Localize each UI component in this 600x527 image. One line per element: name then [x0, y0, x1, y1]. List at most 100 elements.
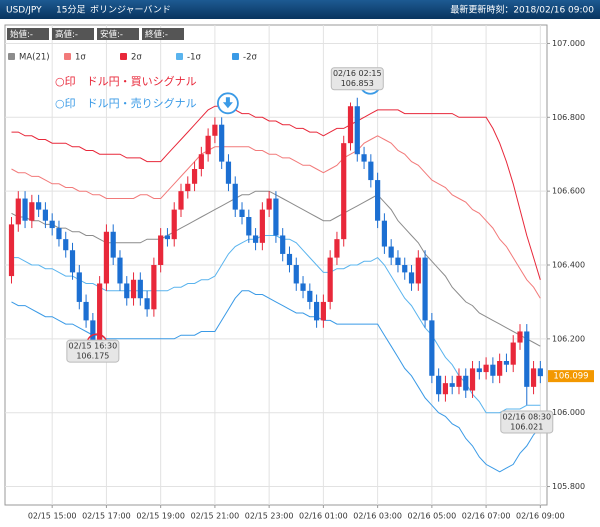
- y-tick-label: 106.800: [552, 113, 585, 122]
- candle-body: [22, 198, 28, 221]
- y-tick-label: 106.200: [552, 334, 585, 343]
- ohlc-label: 始値:-: [10, 29, 33, 40]
- candle-body: [408, 272, 415, 284]
- candle-body: [252, 235, 259, 243]
- x-tick-label: 02/15 21:00: [191, 512, 240, 521]
- candle-body: [130, 279, 137, 299]
- candle-body: [103, 231, 110, 284]
- candle-body: [63, 239, 69, 251]
- candle-body: [436, 375, 442, 395]
- candle-body: [483, 364, 489, 373]
- y-tick-label: 105.800: [552, 482, 585, 491]
- candle-body: [341, 143, 347, 240]
- timeframe: 15分足: [56, 5, 85, 16]
- candle-body: [361, 154, 367, 162]
- candle-body: [232, 183, 238, 210]
- candle-body: [280, 235, 286, 254]
- candle-body: [15, 198, 21, 225]
- candle-body: [246, 217, 252, 236]
- candle-body: [185, 183, 191, 192]
- legend-label: -2σ: [243, 53, 257, 63]
- callout-time: 02/16 02:15: [333, 69, 382, 78]
- x-tick-label: 02/16 09:00: [516, 512, 565, 521]
- candle-body: [524, 331, 530, 387]
- sell-arrow: [222, 97, 233, 109]
- candle-body: [29, 202, 35, 221]
- candle-body: [124, 283, 130, 299]
- y-tick-label: 106.000: [552, 408, 585, 417]
- candle-body: [225, 161, 232, 184]
- y-tick-label: 106.400: [552, 261, 585, 270]
- candle-body: [117, 257, 123, 284]
- legend-swatch: [120, 53, 127, 60]
- candle-body: [314, 301, 320, 321]
- candle-body: [415, 257, 421, 284]
- x-tick-label: 02/16 01:00: [299, 512, 348, 521]
- x-tick-label: 02/15 19:00: [136, 512, 185, 521]
- last-price: 106.099: [553, 372, 588, 382]
- x-tick-label: 02/16 07:00: [462, 512, 511, 521]
- candle-body: [476, 368, 482, 373]
- candle-body: [8, 224, 15, 277]
- candle-body: [368, 161, 374, 181]
- candle-body: [402, 265, 408, 273]
- ohlc-box: 終値:-: [142, 28, 184, 40]
- ohlc-bg: [7, 28, 49, 40]
- callout-value: 106.853: [341, 79, 374, 88]
- callout-time: 02/16 08:30: [502, 412, 551, 421]
- candle-body: [456, 375, 462, 387]
- ohlc-box: 高値:-: [52, 28, 94, 40]
- y-tick-label: 106.600: [552, 187, 585, 196]
- legend-label: -1σ: [187, 53, 201, 63]
- signal-note: ○印 ドル円・売りシグナル: [55, 96, 197, 110]
- candle-body: [266, 198, 272, 210]
- legend-swatch: [8, 53, 15, 60]
- ohlc-label: 終値:-: [145, 29, 168, 40]
- candle-body: [97, 283, 103, 343]
- candle-body: [259, 209, 265, 243]
- candle-body: [178, 191, 184, 210]
- candle-body: [354, 106, 360, 155]
- legend-swatch: [176, 53, 183, 60]
- candle-body: [375, 180, 381, 221]
- candle-body: [300, 283, 306, 291]
- candle-body: [90, 320, 96, 343]
- candle-body: [198, 154, 204, 169]
- callout-value: 106.021: [510, 422, 543, 431]
- y-tick-label: 107.000: [552, 39, 585, 48]
- legend-swatch: [64, 53, 71, 60]
- candle-body: [293, 265, 299, 284]
- ohlc-bg: [142, 28, 184, 40]
- callout-value: 106.175: [76, 352, 109, 361]
- candle-body: [151, 265, 157, 310]
- legend-swatch: [232, 53, 239, 60]
- candle-body: [212, 124, 218, 136]
- candle-body: [164, 235, 171, 240]
- header-bar: [0, 0, 600, 19]
- candle-body: [307, 290, 313, 302]
- candle-body: [503, 361, 510, 365]
- candle-body: [422, 257, 428, 321]
- callout-box: [330, 67, 384, 91]
- candle-body: [273, 198, 279, 236]
- candle-body: [537, 368, 543, 377]
- ohlc-label: 高値:-: [55, 29, 78, 40]
- candle-body: [449, 383, 455, 387]
- candle-body: [219, 124, 225, 162]
- x-tick-label: 02/15 15:00: [28, 512, 77, 521]
- callout-time: 02/15 16:30: [69, 342, 118, 351]
- legend-label: MA(21): [19, 53, 50, 63]
- ohlc-box: 始値:-: [7, 28, 49, 40]
- updated: 最新更新時刻：2018/02/16 09:00: [450, 4, 594, 16]
- candle-body: [469, 368, 476, 391]
- candle-body: [171, 209, 177, 240]
- candle-body: [334, 239, 340, 258]
- candle-body: [137, 279, 143, 299]
- candle-body: [388, 246, 394, 258]
- band-line: [11, 105, 541, 280]
- pair: USD/JPY: [6, 6, 42, 16]
- candle-body: [381, 220, 387, 247]
